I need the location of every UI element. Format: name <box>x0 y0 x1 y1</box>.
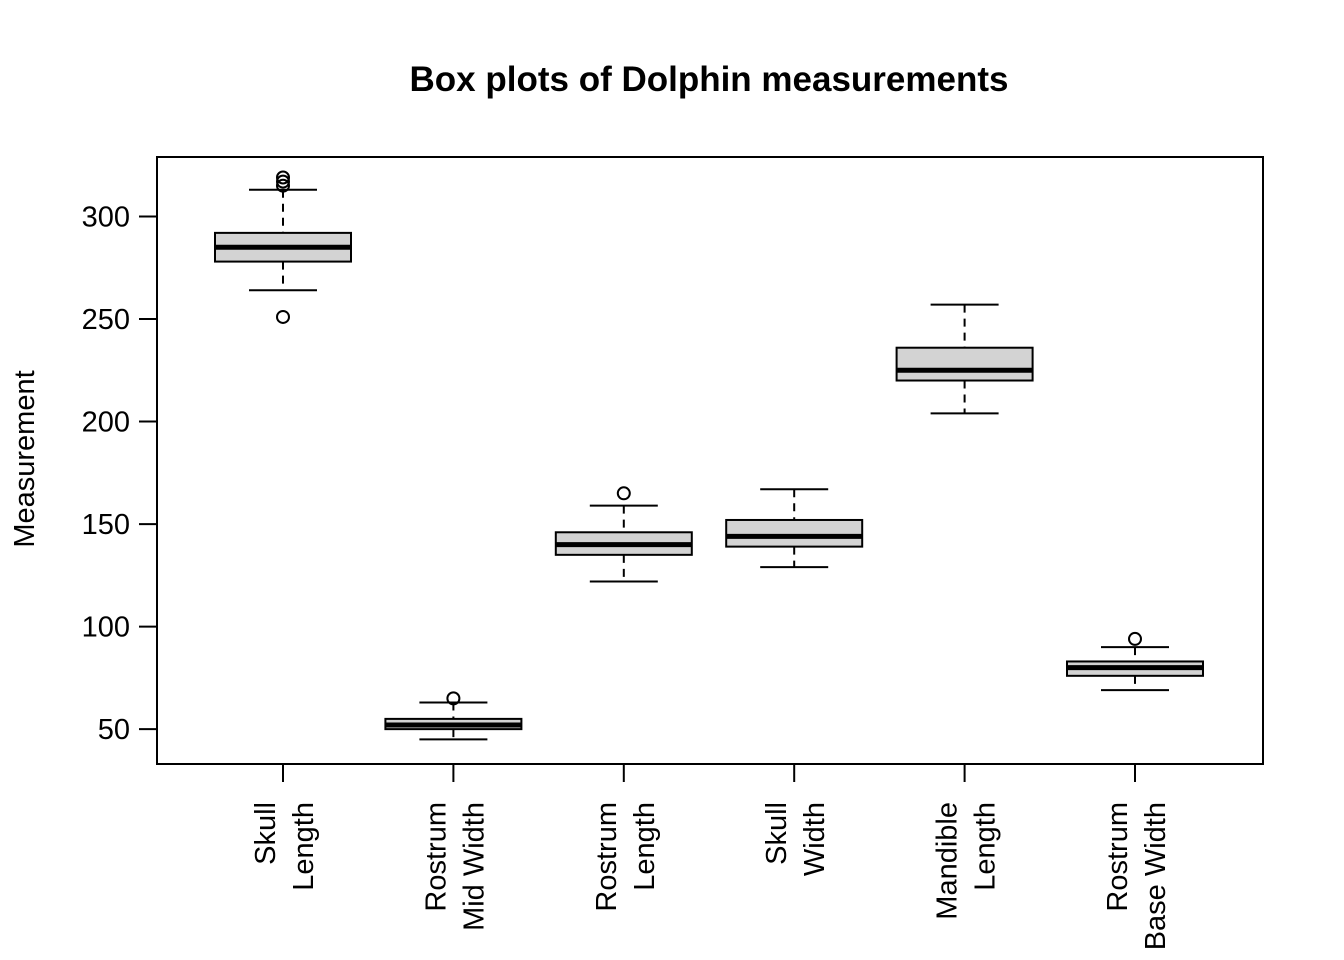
x-tick-label-line: Width <box>799 802 831 876</box>
outlier-point <box>276 174 290 189</box>
x-tick-label-line: Skull <box>761 802 793 865</box>
box-group <box>214 170 352 324</box>
box-group <box>554 486 693 583</box>
x-tick-label: Rostrum Mid Width <box>420 802 490 931</box>
y-tick-label: 250 <box>82 304 130 336</box>
x-tick-label-line: Length <box>970 802 1002 891</box>
x-tick-label-line: Mid Width <box>458 802 490 931</box>
box-group <box>1066 631 1204 692</box>
x-tick-label-line: Rostrum <box>591 802 623 912</box>
y-tick-label: 50 <box>98 714 130 746</box>
x-tick-label: Rostrum Length <box>591 802 661 912</box>
x-tick-label-line: Skull <box>250 802 282 865</box>
x-tick-label: Skull Length <box>250 802 320 891</box>
x-tick-label: Rostrum Base Width <box>1102 802 1172 950</box>
x-tick-label-line: Rostrum <box>420 802 452 912</box>
x-tick-label-line: Length <box>288 802 320 891</box>
y-tick-label: 100 <box>82 612 130 644</box>
iqr-box <box>725 518 864 548</box>
x-axis: Skull Length Rostrum Mid Width Rostrum Length… <box>250 763 1172 950</box>
x-tick-label-line: Base Width <box>1140 802 1172 950</box>
x-tick-label: Mandible Length <box>932 802 1002 920</box>
iqr-box <box>895 346 1034 382</box>
y-axis-label: Measurement <box>9 370 41 547</box>
outlier-point <box>276 170 290 185</box>
outlier-point <box>276 309 290 324</box>
y-tick-label: 300 <box>82 201 130 233</box>
outlier-point <box>446 691 461 706</box>
y-tick-label: 150 <box>82 509 130 541</box>
outlier-point <box>616 486 631 501</box>
y-axis: 50 100 150 200 250 300 <box>82 201 158 746</box>
box-series <box>214 170 1204 741</box>
box-group <box>725 488 864 569</box>
chart-title: Box plots of Dolphin measurements <box>410 60 1009 99</box>
y-tick-label: 200 <box>82 407 130 439</box>
box-group <box>384 691 523 741</box>
x-tick-label-line: Rostrum <box>1102 802 1134 912</box>
box-group <box>895 303 1034 415</box>
x-tick-label: Skull Width <box>761 802 831 876</box>
outlier-point <box>1128 631 1142 646</box>
x-tick-label-line: Length <box>629 802 661 891</box>
outlier-point <box>276 178 290 193</box>
x-tick-label-line: Mandible <box>932 802 964 920</box>
